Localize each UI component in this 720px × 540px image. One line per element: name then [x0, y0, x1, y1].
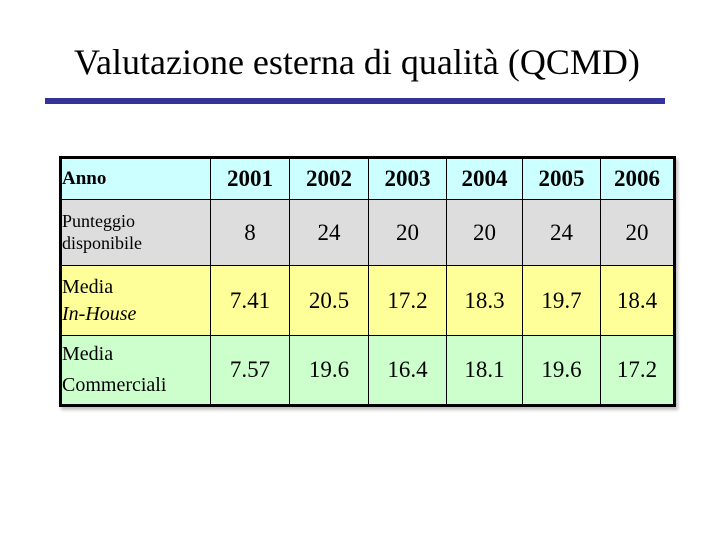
page-title: Valutazione esterna di qualità (QCMD)	[74, 42, 640, 82]
value-cell: 18.4	[600, 265, 675, 336]
header-cell-year-2005: 2005	[522, 157, 601, 200]
value-cell: 20	[446, 199, 523, 266]
value-cell: 20	[368, 199, 447, 266]
value-cell: 18.1	[446, 335, 523, 406]
row-label-line: Punteggio	[62, 210, 136, 231]
row-label-punteggio: Punteggio disponibile	[60, 199, 211, 266]
header-cell-year-2002: 2002	[289, 157, 369, 200]
title-underline	[45, 98, 665, 104]
row-label-line-italic: In-House	[62, 302, 137, 325]
row-label-line: Commerciali	[62, 374, 167, 396]
value-cell: 20.5	[289, 265, 369, 336]
value-cell: 7.57	[210, 335, 290, 406]
value-cell: 19.6	[522, 335, 601, 406]
header-cell-year-2004: 2004	[446, 157, 523, 200]
value-cell: 20	[600, 199, 675, 266]
value-cell: 17.2	[368, 265, 447, 336]
header-cell-year-2006: 2006	[600, 157, 675, 200]
header-cell-year-2003: 2003	[368, 157, 447, 200]
header-cell-year-2001: 2001	[210, 157, 290, 200]
value-cell: 17.2	[600, 335, 675, 406]
value-cell: 24	[522, 199, 601, 266]
row-label-line: Media	[62, 343, 114, 365]
value-cell: 8	[210, 199, 290, 266]
value-cell: 7.41	[210, 265, 290, 336]
value-cell: 16.4	[368, 335, 447, 406]
table-header-row: Anno 2001 2002 2003 2004 2005 2006	[60, 157, 675, 200]
quality-data-table: Anno 2001 2002 2003 2004 2005 2006 Punte…	[59, 156, 676, 407]
table-row-punteggio-disponibile: Punteggio disponibile 8 24 20 20 24 20	[60, 199, 675, 266]
value-cell: 19.6	[289, 335, 369, 406]
table-row-media-in-house: Media In-House 7.41 20.5 17.2 18.3 19.7 …	[60, 265, 675, 336]
value-cell: 24	[289, 199, 369, 266]
row-label-line: disponibile	[62, 232, 142, 253]
value-cell: 19.7	[522, 265, 601, 336]
row-label-media-commerciali: Media Commerciali	[60, 335, 211, 406]
header-cell-anno: Anno	[60, 157, 211, 200]
row-label-line: Media	[62, 275, 114, 298]
table-row-media-commerciali: Media Commerciali 7.57 19.6 16.4 18.1 19…	[60, 335, 675, 406]
value-cell: 18.3	[446, 265, 523, 336]
row-label-media-in-house: Media In-House	[60, 265, 211, 336]
